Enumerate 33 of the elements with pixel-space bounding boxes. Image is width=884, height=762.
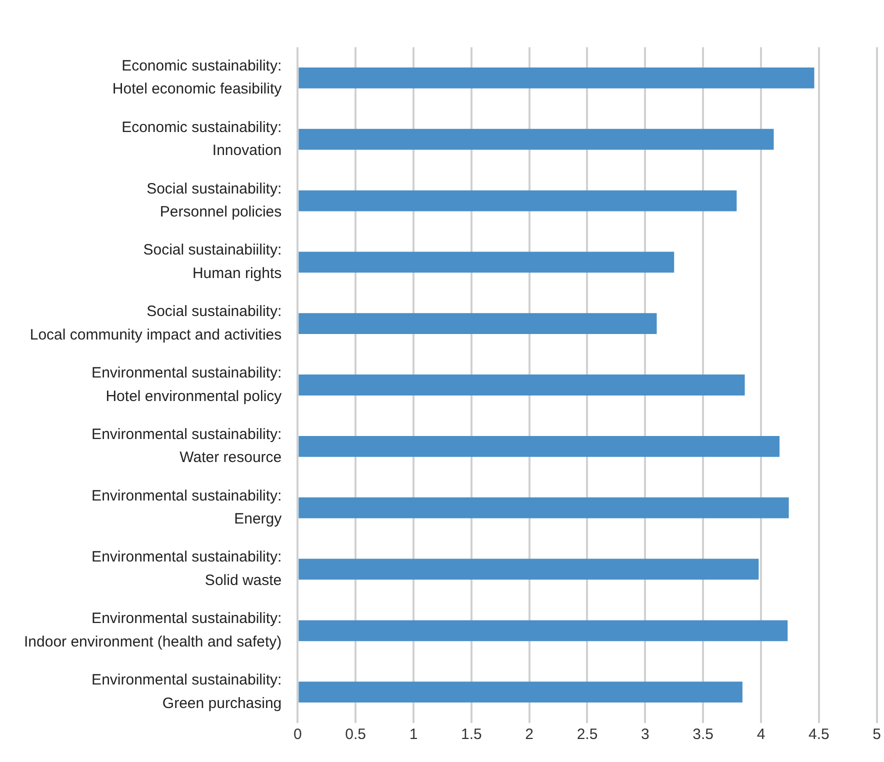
bar <box>298 497 789 518</box>
y-tick-label: Environmental sustainability: Hotel environmental policy <box>92 364 282 405</box>
y-tick-label: Social sustainability: Local community impact and activities <box>30 303 282 344</box>
bar <box>298 620 788 642</box>
x-tick-label: 0.5 <box>345 726 366 743</box>
bar <box>298 682 742 702</box>
y-tick-label: Social sustainabiility: Human rights <box>143 242 282 282</box>
bar <box>298 68 814 88</box>
bar <box>298 252 674 273</box>
x-tick-label: 2.5 <box>576 726 598 743</box>
x-tick-label: 3 <box>640 726 650 743</box>
x-tick-label: 1 <box>409 726 418 743</box>
bar <box>298 436 780 457</box>
y-tick-label: Social sustainability: Personnel policies <box>146 180 282 221</box>
bar <box>298 374 745 396</box>
x-tick-label: 5 <box>872 726 881 743</box>
x-tick-label: 4 <box>756 726 766 743</box>
bar <box>298 558 759 580</box>
y-tick-label: Environmental sustainability: Solid waste <box>92 548 282 589</box>
y-tick-label: Economic sustainability: Hotel economic feasibility <box>112 57 282 98</box>
bar <box>298 313 657 334</box>
y-tick-label: Environmental sustainability: Indoor environment (health and safety) <box>24 610 282 650</box>
y-tick-label: Economic sustainability: Innovation <box>122 118 282 160</box>
x-tick-label: 4.5 <box>808 726 830 743</box>
x-tick-label: 0 <box>293 726 302 743</box>
y-tick-label: Environmental sustainability: Water resource <box>92 426 282 466</box>
x-tick-label: 2 <box>525 726 534 743</box>
y-tick-label: Environmental sustainability: Energy <box>92 487 282 528</box>
bar <box>298 190 737 212</box>
y-tick-label: Environmental sustainability: Green purchasing <box>92 672 282 712</box>
x-tick-label: 1.5 <box>460 726 482 743</box>
bar <box>298 128 774 150</box>
x-tick-label: 3.5 <box>692 726 714 743</box>
